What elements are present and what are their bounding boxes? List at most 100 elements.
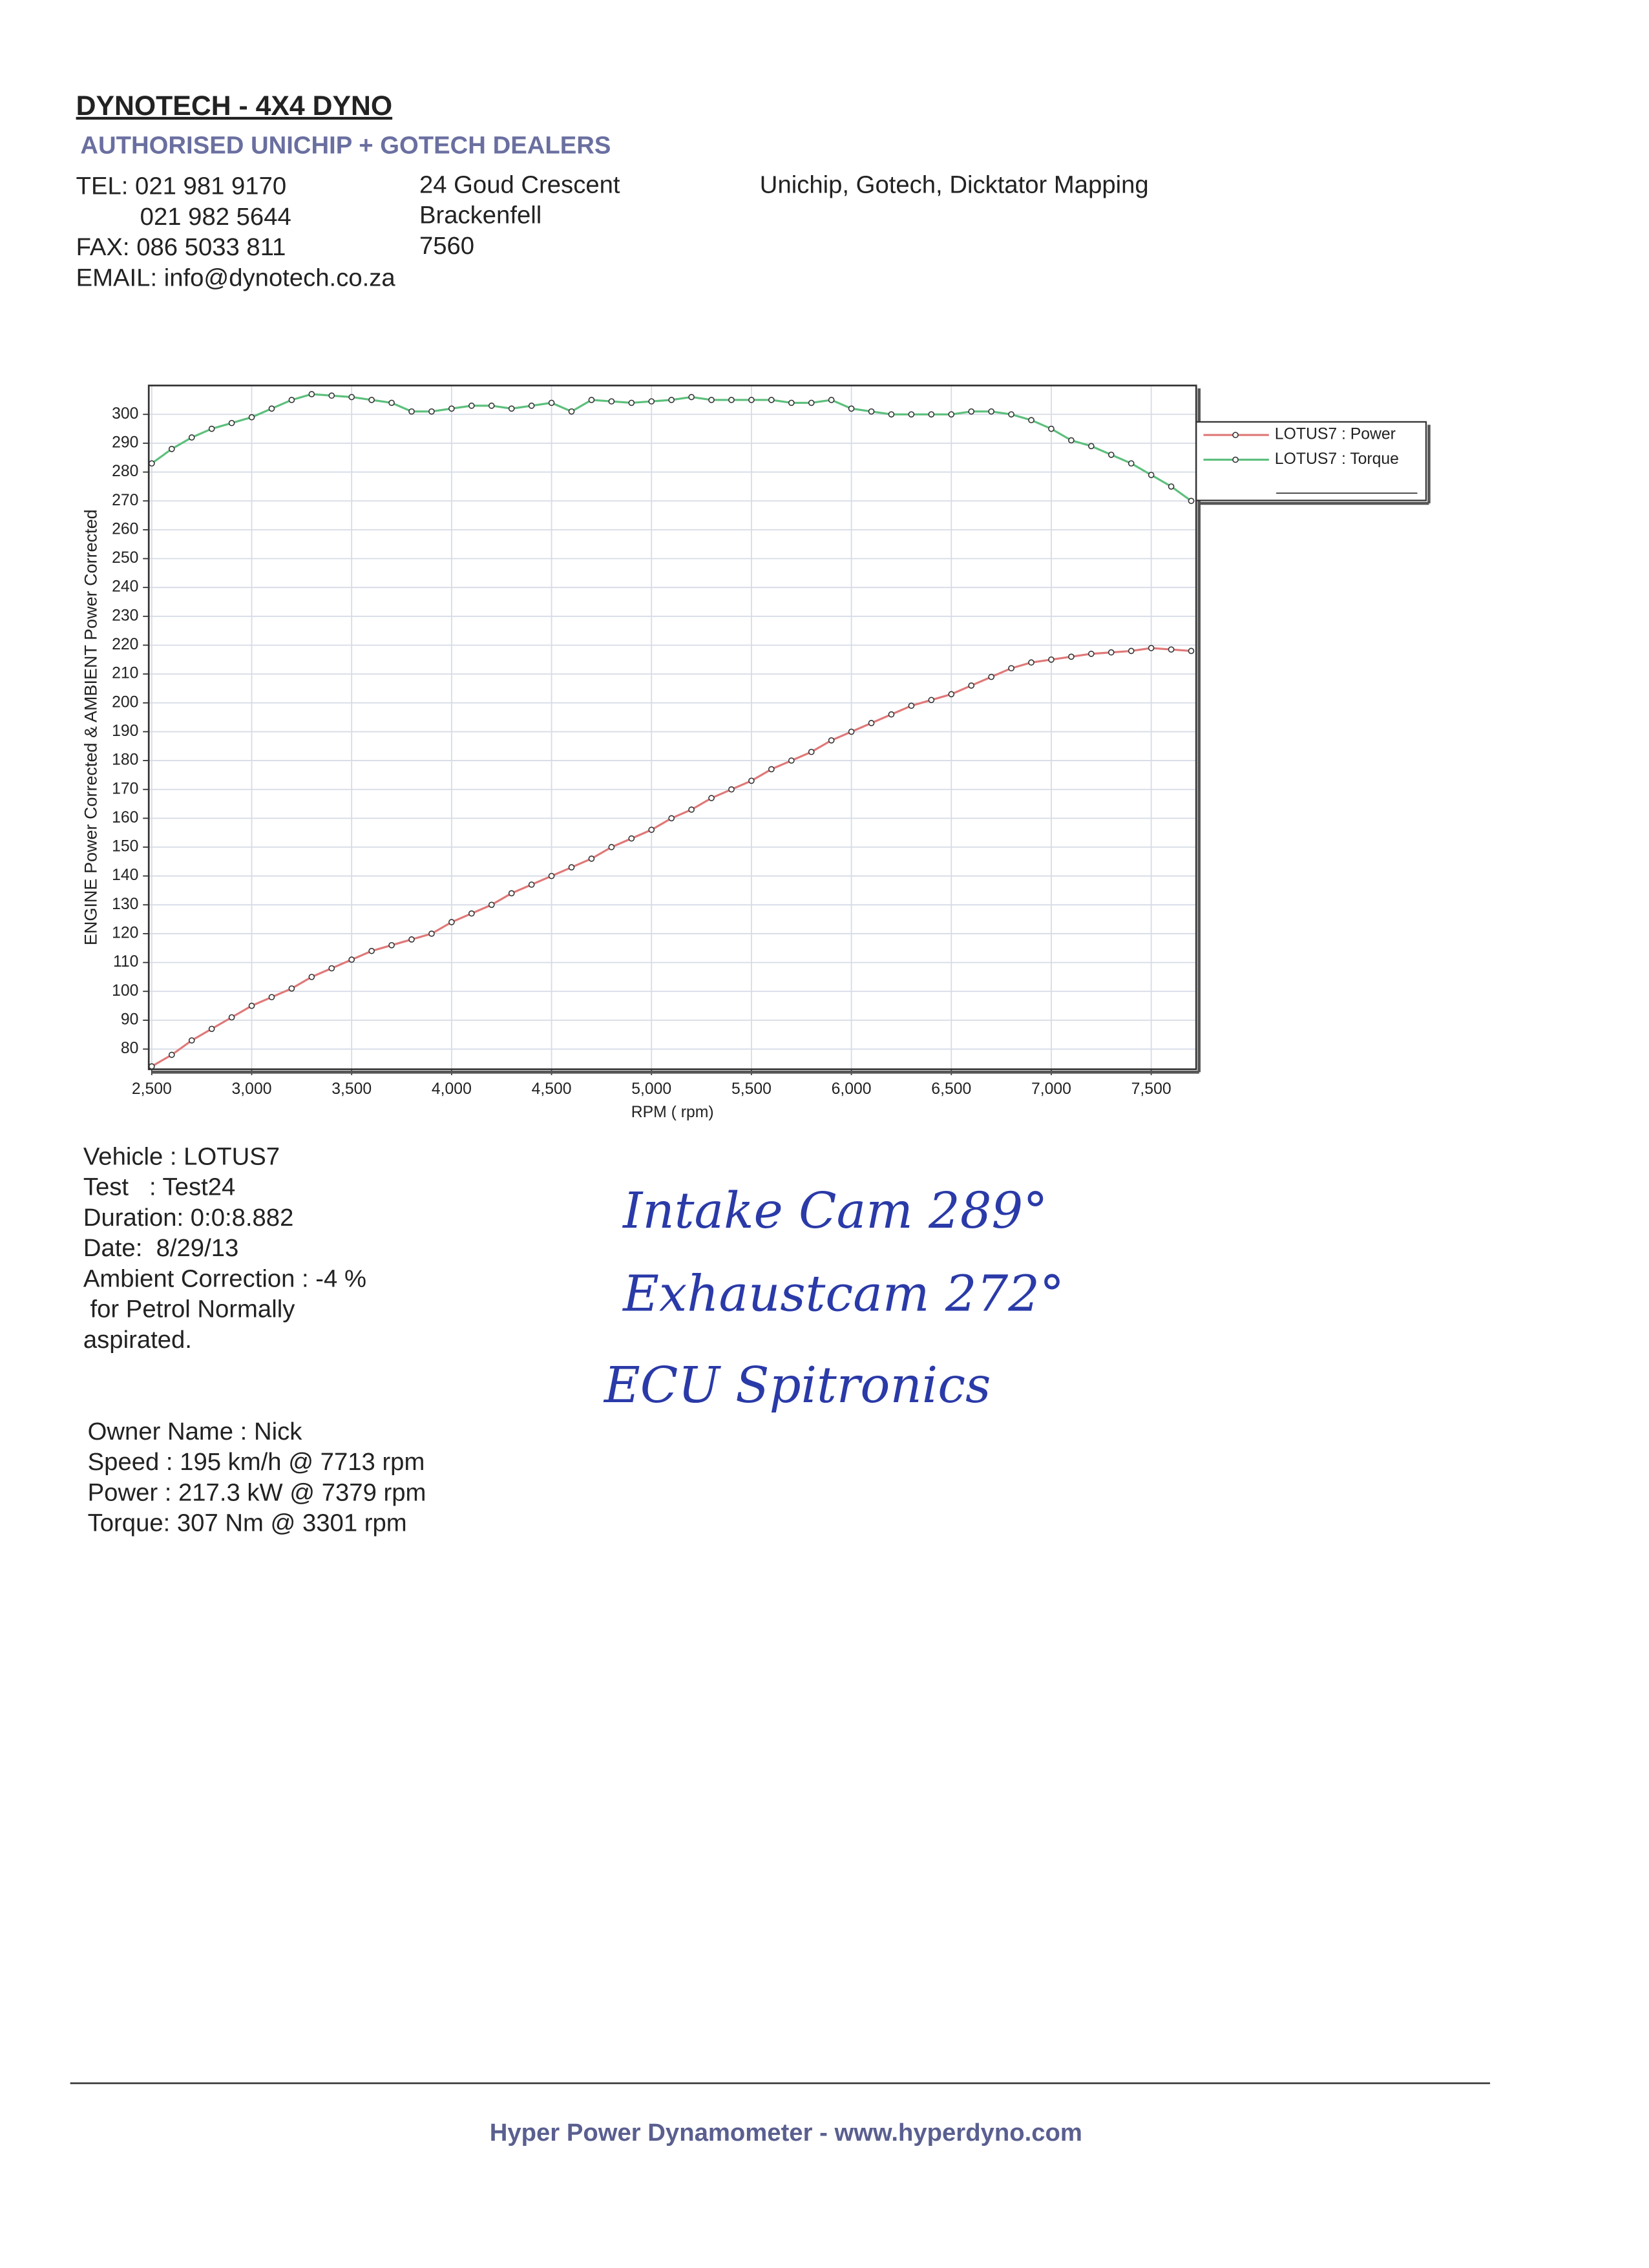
point xyxy=(888,411,895,418)
point xyxy=(268,405,275,412)
y-tick-label: 150 xyxy=(112,838,138,856)
point xyxy=(628,835,635,842)
point xyxy=(728,397,735,403)
footer: Hyper Power Dynamometer - www.hyperdyno.… xyxy=(490,2119,1082,2147)
y-tick-label: 110 xyxy=(113,953,138,971)
point xyxy=(748,397,755,403)
point xyxy=(328,965,335,972)
x-tick-label: 2,500 xyxy=(132,1080,172,1098)
point xyxy=(448,405,455,412)
point xyxy=(308,974,315,980)
y-tick-label: 210 xyxy=(112,665,138,682)
point xyxy=(1048,425,1055,432)
legend-label: LOTUS7 : Power xyxy=(1275,426,1396,443)
point xyxy=(508,405,515,412)
y-tick-label: 140 xyxy=(112,866,138,884)
point xyxy=(1108,649,1115,656)
x-tick-label: 7,000 xyxy=(1031,1080,1071,1098)
test-info: Vehicle : LOTUS7 Test : Test24 Duration: 0… xyxy=(83,1142,426,1537)
point xyxy=(468,910,475,917)
point xyxy=(668,815,675,822)
point xyxy=(768,766,775,773)
point xyxy=(528,403,535,409)
point xyxy=(149,460,155,467)
point xyxy=(388,399,395,406)
handwritten-note: ECU Spitronics xyxy=(603,1357,991,1414)
point xyxy=(348,956,355,963)
x-tick-label: 5,500 xyxy=(731,1080,772,1098)
y-tick-label: 300 xyxy=(112,405,138,423)
y-tick-label: 160 xyxy=(112,809,138,826)
y-tick-label: 240 xyxy=(112,578,138,596)
point xyxy=(1188,647,1195,655)
point xyxy=(228,1014,235,1021)
point xyxy=(149,1063,155,1070)
point xyxy=(588,397,595,403)
point xyxy=(368,397,375,403)
y-tick-label: 290 xyxy=(112,434,138,451)
point xyxy=(448,919,455,925)
point xyxy=(848,405,855,412)
point xyxy=(828,397,835,403)
point xyxy=(548,872,555,879)
info-line: Test : Test24 xyxy=(83,1173,235,1201)
y-tick-label: 270 xyxy=(112,492,138,509)
address-line: 7560 xyxy=(419,232,474,260)
point xyxy=(688,394,695,401)
y-tick-label: 220 xyxy=(112,636,138,653)
contact-line: EMAIL: info@dynotech.co.za xyxy=(76,264,396,291)
point xyxy=(468,403,475,409)
y-tick-label: 280 xyxy=(112,463,138,480)
owner-line: Owner Name : Nick xyxy=(88,1418,303,1445)
point xyxy=(1148,645,1155,651)
point xyxy=(208,1025,215,1033)
point xyxy=(428,408,435,415)
x-tick-label: 3,500 xyxy=(331,1080,372,1098)
y-tick-label: 80 xyxy=(121,1040,139,1057)
point xyxy=(788,757,795,764)
chart: 80 90 100 110 120 130 140 150 160 170 180 190 200 210… xyxy=(81,384,1431,1121)
point xyxy=(648,398,655,405)
legend-marker xyxy=(1232,432,1239,439)
point xyxy=(628,399,635,406)
handwritten-note: Intake Cam 289° xyxy=(622,1182,1047,1240)
point xyxy=(1128,647,1135,655)
y-tick-label: 170 xyxy=(112,780,138,797)
point xyxy=(1068,437,1075,444)
point xyxy=(508,890,515,897)
point xyxy=(1028,417,1035,424)
point xyxy=(808,748,815,755)
point xyxy=(288,985,295,992)
x-tick-label: 7,500 xyxy=(1131,1080,1171,1098)
info-line: Duration: 0:0:8.882 xyxy=(83,1204,293,1232)
point xyxy=(188,434,195,441)
x-tick-label: 4,000 xyxy=(432,1080,472,1098)
x-tick-label: 3,000 xyxy=(232,1080,272,1098)
point xyxy=(748,777,755,784)
point xyxy=(768,397,775,403)
point xyxy=(428,930,435,937)
point xyxy=(1188,498,1195,505)
y-tick-label: 200 xyxy=(112,693,138,711)
point xyxy=(1048,656,1055,663)
point xyxy=(968,682,975,689)
info-line: Ambient Correction : -4 % xyxy=(83,1265,366,1292)
point xyxy=(1008,411,1014,418)
y-tick-label: 250 xyxy=(112,549,138,567)
point xyxy=(968,408,975,415)
point xyxy=(848,728,855,735)
x-tick-label: 6,500 xyxy=(931,1080,971,1098)
point xyxy=(308,391,315,397)
point xyxy=(1148,472,1155,478)
point xyxy=(908,702,915,709)
point xyxy=(248,1002,255,1009)
legend-label: LOTUS7 : Torque xyxy=(1275,450,1399,468)
point xyxy=(828,737,835,744)
point xyxy=(1128,460,1135,467)
point xyxy=(608,844,615,850)
point xyxy=(928,697,935,704)
info-line: aspirated. xyxy=(83,1326,192,1354)
point xyxy=(988,673,994,680)
